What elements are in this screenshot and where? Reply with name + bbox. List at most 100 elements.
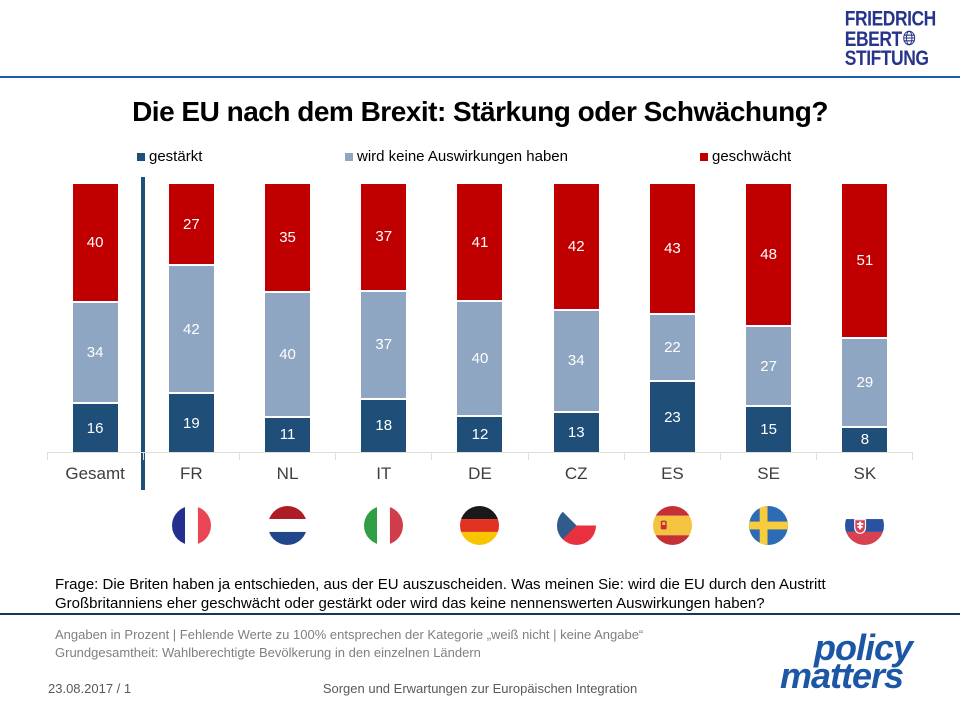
stacked-bar-sk: 51 29 8 [842, 184, 888, 452]
globe-icon [903, 30, 916, 50]
bar-segment: 48 [746, 184, 792, 327]
bar-value-label: 42 [182, 320, 200, 338]
category-label-cz: CZ [564, 464, 588, 483]
stacked-bar-fr: 27 42 19 [168, 184, 214, 452]
legend-label: geschwächt [712, 148, 792, 165]
bar-value-label: 41 [471, 233, 489, 251]
bar-value-label: 29 [856, 373, 874, 391]
bar-segment: 8 [842, 427, 888, 452]
stacked-bar-es: 43 22 23 [649, 184, 695, 452]
axis-tick [47, 453, 143, 460]
date-page-number: 23.08.2017 / 1 [48, 681, 132, 696]
category-label-gesamt: Gesamt [65, 464, 125, 483]
stacked-bar-cz: 42 34 13 [553, 184, 599, 452]
bar-segment: 41 [457, 183, 503, 303]
bar-value-label: 42 [567, 237, 585, 255]
flag-spain-icon [652, 506, 692, 545]
bar-segment: 16 [72, 404, 118, 452]
category-labels-row: Gesamt FR NL IT DE CZ ES SE SK [47, 464, 913, 484]
flag-czech-republic-icon [556, 506, 596, 545]
bar-value-label: 19 [182, 414, 200, 432]
stacked-bar-it: 37 37 18 [361, 184, 407, 452]
bar-value-label: 13 [567, 423, 585, 441]
header-divider [0, 76, 960, 78]
bar-segment: 27 [168, 184, 214, 267]
flag-cell [624, 506, 720, 545]
bar-segment: 34 [72, 303, 118, 405]
footer-notes: Angaben in Prozent | Fehlende Werte zu 1… [55, 626, 775, 661]
bar-value-label: 16 [86, 419, 104, 437]
bar-segment: 13 [553, 412, 599, 452]
footer-topic: Sorgen und Erwartungen zur Europäischen … [322, 681, 638, 696]
bar-segment: 11 [265, 417, 311, 452]
flag-cell [721, 506, 817, 545]
category-label-nl: NL [276, 464, 299, 483]
axis-tick [335, 453, 431, 460]
bar-value-label: 34 [86, 344, 104, 362]
legend-swatch-light-blue [345, 152, 353, 161]
fes-logo-line: EBERT [844, 27, 902, 52]
flag-germany-icon [460, 506, 500, 545]
bar-slot-cz: 42 34 13 [528, 184, 624, 452]
axis-tick [239, 453, 335, 460]
bar-value-label: 40 [471, 350, 489, 368]
bar-value-label: 27 [182, 215, 200, 233]
bar-slot-nl: 35 40 11 [239, 183, 335, 452]
bar-value-label: 11 [279, 426, 296, 444]
bar-value-label: 22 [664, 339, 681, 356]
bar-slot-de: 41 40 12 [432, 183, 528, 452]
flag-cell [336, 506, 432, 545]
bar-segment: 37 [361, 291, 407, 400]
legend-swatch-red [700, 152, 708, 161]
bar-segment: 42 [168, 266, 214, 395]
policy-matters-line: policy [813, 627, 913, 668]
category-label-sk: SK [853, 464, 877, 483]
flag-france-icon [171, 506, 211, 545]
axis-tick [623, 453, 720, 460]
flag-cell [239, 506, 335, 545]
bar-segment: 18 [361, 399, 407, 452]
axis-tick [527, 453, 624, 460]
flag-cell [47, 506, 143, 545]
bar-segment: 35 [265, 183, 311, 294]
bar-value-label: 18 [375, 417, 393, 435]
bar-segment: 42 [553, 184, 599, 311]
bar-segment: 40 [72, 184, 118, 304]
policy-matters-line: matters [779, 655, 904, 697]
bar-segment: 40 [457, 302, 503, 418]
bar-segment: 12 [457, 417, 503, 452]
bar-value-label: 43 [664, 240, 681, 257]
x-axis [47, 452, 913, 460]
bar-value-label: 51 [856, 252, 874, 270]
legend-label: gestärkt [149, 148, 203, 165]
flag-cell [817, 506, 913, 545]
flag-cell [432, 506, 528, 545]
bar-segment: 37 [361, 184, 407, 292]
bar-segment: 22 [649, 315, 695, 382]
bar-value-label: 15 [760, 421, 777, 439]
flags-row [47, 506, 913, 545]
bar-slot-gesamt: 40 34 16 [47, 184, 143, 452]
category-label-de: DE [468, 464, 492, 483]
footer-divider [0, 613, 960, 615]
stacked-bar-nl: 35 40 11 [265, 183, 311, 452]
axis-tick [143, 453, 239, 460]
gesamt-divider-line [141, 177, 145, 490]
note-population: Grundgesamtheit: Wahlberechtigte Bevölke… [55, 644, 481, 660]
bar-slot-es: 43 22 23 [624, 184, 720, 452]
bar-value-label: 40 [279, 345, 296, 363]
stacked-bar-chart: 40 34 16 27 42 19 35 40 11 37 37 18 41 40 12 42 34 13 43 22… [47, 183, 913, 452]
survey-question-text: Frage: Die Briten haben ja entschieden, … [55, 576, 826, 612]
bar-value-label: 48 [760, 245, 777, 263]
bar-value-label: 35 [279, 228, 296, 246]
legend-swatch-dark-blue [137, 152, 145, 161]
bar-segment: 51 [842, 184, 888, 340]
bar-value-label: 23 [664, 408, 681, 426]
axis-tick [431, 453, 527, 460]
legend-item-geschwaecht: geschwächt [700, 148, 791, 165]
page-title: Die EU nach dem Brexit: Stärkung oder Sc… [132, 96, 828, 127]
stacked-bar-gesamt: 40 34 16 [72, 184, 118, 452]
flag-cell [143, 506, 239, 545]
category-label-it: IT [376, 464, 392, 483]
bar-segment: 34 [553, 310, 599, 413]
